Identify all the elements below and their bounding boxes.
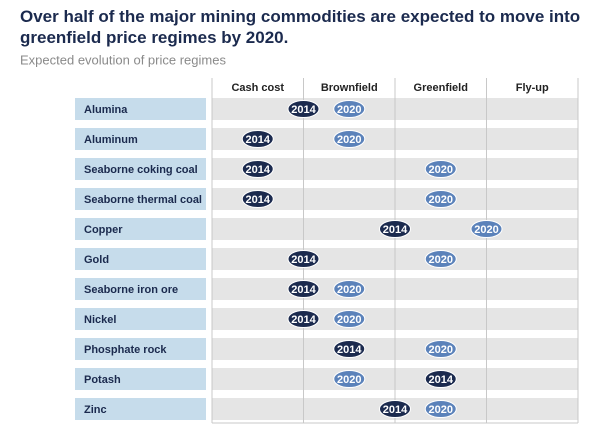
- row-label-box: [75, 308, 206, 330]
- badge: [424, 160, 457, 178]
- column-header: Greenfield: [414, 82, 468, 94]
- column-header: Cash cost: [231, 82, 284, 94]
- column-header: Brownfield: [321, 82, 378, 94]
- row-label: Aluminum: [84, 134, 138, 146]
- row-label-box: [75, 158, 206, 180]
- row-label: Potash: [84, 374, 121, 386]
- badge-label: 2014: [291, 254, 316, 266]
- badge-label: 2020: [429, 404, 453, 416]
- row-label: Seaborne coking coal: [84, 164, 198, 176]
- badge: [333, 340, 366, 358]
- badge: [241, 130, 274, 148]
- row-label: Phosphate rock: [84, 344, 167, 356]
- badge: [287, 280, 320, 298]
- row-label-box: [75, 188, 206, 210]
- badge-label: 2020: [429, 164, 453, 176]
- badge-label: 2020: [337, 284, 361, 296]
- badge-label: 2020: [337, 134, 361, 146]
- badge: [287, 100, 320, 118]
- badge: [470, 220, 503, 238]
- badge: [333, 310, 366, 328]
- badge-label: 2014: [291, 314, 316, 326]
- badge: [241, 160, 274, 178]
- badge-label: 2020: [337, 104, 361, 116]
- badge: [424, 400, 457, 418]
- badge-label: 2014: [246, 194, 271, 206]
- badge-label: 2020: [429, 194, 453, 206]
- row-label-box: [75, 128, 206, 150]
- badge: [424, 340, 457, 358]
- row-label: Seaborne thermal coal: [84, 194, 202, 206]
- column-header: Fly-up: [516, 82, 549, 94]
- row-label-box: [75, 368, 206, 390]
- badge: [424, 370, 457, 388]
- badge-label: 2014: [337, 344, 362, 356]
- row-label: Gold: [84, 254, 109, 266]
- row-label-box: [75, 98, 206, 120]
- badge-label: 2014: [383, 404, 408, 416]
- row-label: Nickel: [84, 314, 116, 326]
- badge-label: 2020: [429, 254, 453, 266]
- badge-label: 2014: [429, 374, 454, 386]
- row-label: Seaborne iron ore: [84, 284, 178, 296]
- badge-label: 2020: [337, 374, 361, 386]
- badge: [424, 250, 457, 268]
- badge-label: 2014: [291, 104, 316, 116]
- badge-label: 2014: [291, 284, 316, 296]
- badge: [424, 190, 457, 208]
- badge: [287, 310, 320, 328]
- badge: [379, 220, 411, 238]
- badge-label: 2020: [337, 314, 361, 326]
- badge-label: 2020: [474, 224, 498, 236]
- badge: [379, 400, 411, 418]
- chart-title: Over half of the major mining commoditie…: [20, 7, 581, 47]
- row-label-box: [75, 398, 206, 420]
- badge-label: 2014: [383, 224, 408, 236]
- row-label: Copper: [84, 224, 123, 236]
- badge: [287, 250, 320, 268]
- badge-label: 2014: [246, 164, 271, 176]
- row-label: Alumina: [84, 104, 128, 116]
- badge: [333, 280, 366, 298]
- title-box: Over half of the major mining commoditie…: [20, 7, 581, 47]
- row-label-box: [75, 278, 206, 300]
- badge: [333, 370, 366, 388]
- badge-label: 2014: [246, 134, 271, 146]
- row-label: Zinc: [84, 404, 107, 416]
- row-label-box: [75, 248, 206, 270]
- row-label-box: [75, 338, 206, 360]
- row-label-box: [75, 218, 206, 240]
- badge: [241, 190, 274, 208]
- chart-subtitle: Expected evolution of price regimes: [20, 52, 226, 67]
- badge: [333, 100, 366, 118]
- badge: [333, 130, 366, 148]
- badge-label: 2020: [429, 344, 453, 356]
